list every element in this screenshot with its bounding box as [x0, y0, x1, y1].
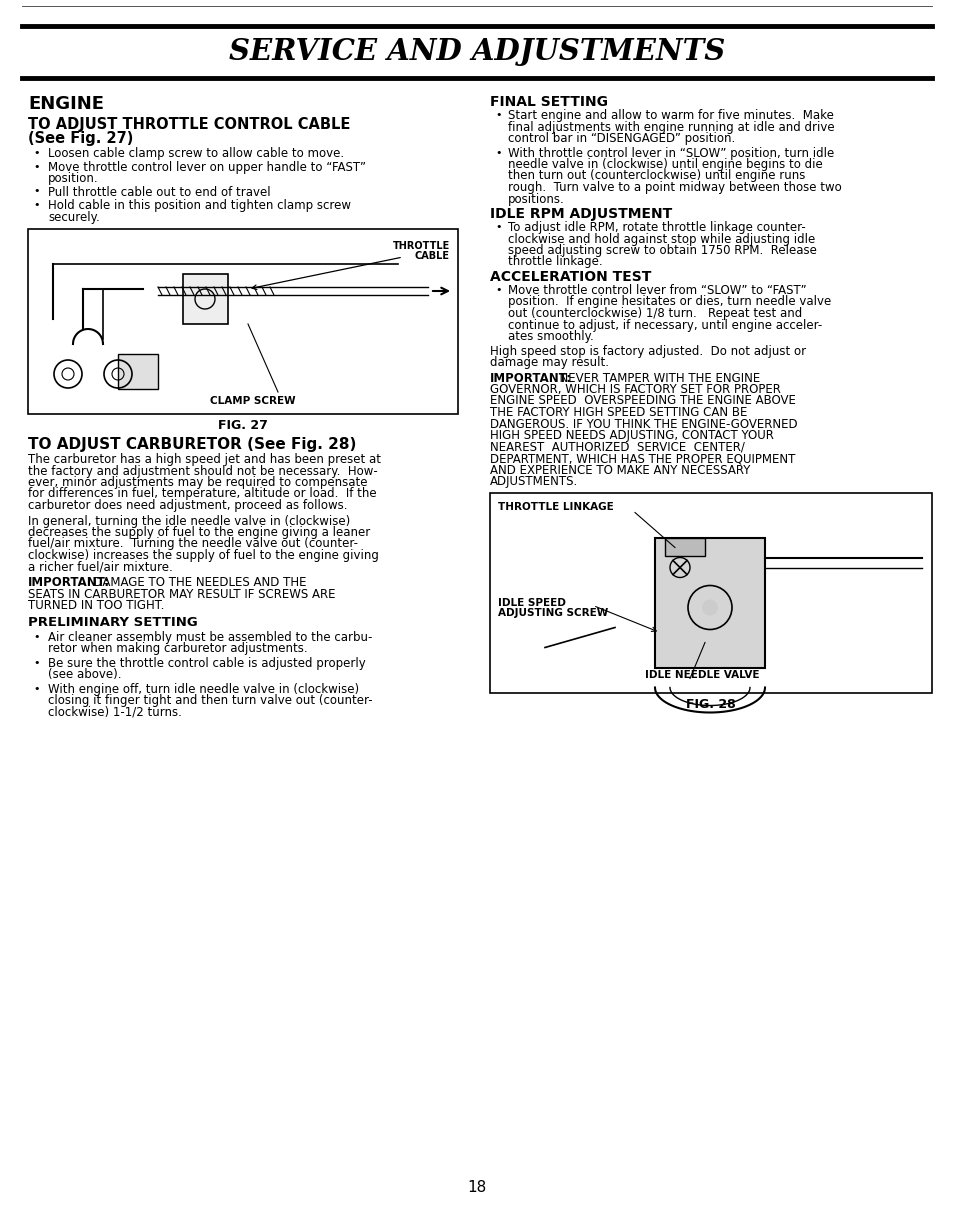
Text: HIGH SPEED NEEDS ADJUSTING, CONTACT YOUR: HIGH SPEED NEEDS ADJUSTING, CONTACT YOUR	[490, 429, 773, 442]
Text: position.: position.	[48, 173, 98, 185]
Text: out (counterclockwise) 1/8 turn.   Repeat test and: out (counterclockwise) 1/8 turn. Repeat …	[507, 307, 801, 320]
Text: THROTTLE: THROTTLE	[393, 241, 450, 252]
Text: position.  If engine hesitates or dies, turn needle valve: position. If engine hesitates or dies, t…	[507, 295, 830, 309]
Text: Hold cable in this position and tighten clamp screw: Hold cable in this position and tighten …	[48, 199, 351, 211]
Text: clockwise and hold against stop while adjusting idle: clockwise and hold against stop while ad…	[507, 232, 815, 245]
Text: ENGINE: ENGINE	[28, 95, 104, 113]
Text: Loosen cable clamp screw to allow cable to move.: Loosen cable clamp screw to allow cable …	[48, 147, 344, 160]
Text: •: •	[33, 657, 39, 667]
Text: NEVER TAMPER WITH THE ENGINE: NEVER TAMPER WITH THE ENGINE	[552, 372, 760, 384]
Text: CLAMP SCREW: CLAMP SCREW	[210, 396, 295, 406]
Bar	[490, 492, 931, 693]
Text: IMPORTANT:: IMPORTANT:	[28, 576, 110, 589]
Text: With engine off, turn idle needle valve in (clockwise): With engine off, turn idle needle valve …	[48, 683, 358, 695]
Text: decreases the supply of fuel to the engine giving a leaner: decreases the supply of fuel to the engi…	[28, 526, 370, 539]
Text: With throttle control lever in “SLOW” position, turn idle: With throttle control lever in “SLOW” po…	[507, 147, 833, 159]
Text: NEAREST  AUTHORIZED  SERVICE  CENTER/: NEAREST AUTHORIZED SERVICE CENTER/	[490, 441, 744, 453]
Text: ates smoothly.: ates smoothly.	[507, 330, 593, 343]
Text: ACCELERATION TEST: ACCELERATION TEST	[490, 270, 651, 284]
Text: final adjustments with engine running at idle and drive: final adjustments with engine running at…	[507, 120, 834, 134]
Text: •: •	[33, 186, 39, 197]
Text: (see above).: (see above).	[48, 668, 121, 680]
Text: rough.  Turn valve to a point midway between those two: rough. Turn valve to a point midway betw…	[507, 181, 841, 194]
Text: throttle linkage.: throttle linkage.	[507, 255, 602, 269]
Text: High speed stop is factory adjusted.  Do not adjust or: High speed stop is factory adjusted. Do …	[490, 345, 805, 357]
Text: clockwise) increases the supply of fuel to the engine giving: clockwise) increases the supply of fuel …	[28, 549, 378, 563]
Text: for differences in fuel, temperature, altitude or load.  If the: for differences in fuel, temperature, al…	[28, 487, 376, 501]
Text: •: •	[33, 684, 39, 694]
Text: speed adjusting screw to obtain 1750 RPM.  Release: speed adjusting screw to obtain 1750 RPM…	[507, 244, 816, 258]
Text: carburetor does need adjustment, proceed as follows.: carburetor does need adjustment, proceed…	[28, 499, 347, 512]
Text: THE FACTORY HIGH SPEED SETTING CAN BE: THE FACTORY HIGH SPEED SETTING CAN BE	[490, 406, 746, 419]
Text: ENGINE SPEED  OVERSPEEDING THE ENGINE ABOVE: ENGINE SPEED OVERSPEEDING THE ENGINE ABO…	[490, 395, 795, 407]
Text: CABLE: CABLE	[415, 252, 450, 261]
Text: TURNED IN TOO TIGHT.: TURNED IN TOO TIGHT.	[28, 599, 164, 612]
Text: ADJUSTMENTS.: ADJUSTMENTS.	[490, 475, 578, 488]
Text: ADJUSTING SCREW: ADJUSTING SCREW	[497, 609, 608, 618]
Circle shape	[701, 599, 718, 616]
Text: a richer fuel/air mixture.: a richer fuel/air mixture.	[28, 560, 172, 573]
Text: DEPARTMENT, WHICH HAS THE PROPER EQUIPMENT: DEPARTMENT, WHICH HAS THE PROPER EQUIPME…	[490, 452, 795, 465]
Bar	[183, 275, 228, 324]
Text: 18: 18	[467, 1180, 486, 1196]
Text: •: •	[495, 286, 501, 295]
Text: Pull throttle cable out to end of travel: Pull throttle cable out to end of travel	[48, 186, 271, 198]
Text: continue to adjust, if necessary, until engine acceler-: continue to adjust, if necessary, until …	[507, 318, 821, 332]
Text: Be sure the throttle control cable is adjusted properly: Be sure the throttle control cable is ad…	[48, 656, 365, 669]
Text: Move throttle control lever from “SLOW” to “FAST”: Move throttle control lever from “SLOW” …	[507, 284, 806, 296]
Text: clockwise) 1-1/2 turns.: clockwise) 1-1/2 turns.	[48, 706, 182, 718]
Text: positions.: positions.	[507, 192, 564, 205]
Text: •: •	[33, 632, 39, 642]
Text: •: •	[33, 200, 39, 210]
Bar	[664, 537, 704, 555]
Text: THROTTLE LINKAGE: THROTTLE LINKAGE	[497, 503, 613, 513]
Text: FIG. 27: FIG. 27	[218, 419, 268, 433]
Text: TO ADJUST THROTTLE CONTROL CABLE: TO ADJUST THROTTLE CONTROL CABLE	[28, 117, 350, 132]
Text: retor when making carburetor adjustments.: retor when making carburetor adjustments…	[48, 642, 307, 655]
Text: The carburetor has a high speed jet and has been preset at: The carburetor has a high speed jet and …	[28, 453, 380, 467]
Text: SEATS IN CARBURETOR MAY RESULT IF SCREWS ARE: SEATS IN CARBURETOR MAY RESULT IF SCREWS…	[28, 588, 335, 600]
Text: DAMAGE TO THE NEEDLES AND THE: DAMAGE TO THE NEEDLES AND THE	[86, 576, 306, 589]
Text: IMPORTANT:: IMPORTANT:	[490, 372, 572, 384]
Text: Move throttle control lever on upper handle to “FAST”: Move throttle control lever on upper han…	[48, 160, 366, 174]
Text: ever, minor adjustments may be required to compensate: ever, minor adjustments may be required …	[28, 476, 367, 488]
Text: the factory and adjustment should not be necessary.  How-: the factory and adjustment should not be…	[28, 464, 377, 477]
Text: To adjust idle RPM, rotate throttle linkage counter-: To adjust idle RPM, rotate throttle link…	[507, 221, 805, 234]
Text: SERVICE AND ADJUSTMENTS: SERVICE AND ADJUSTMENTS	[229, 38, 724, 67]
Text: IDLE RPM ADJUSTMENT: IDLE RPM ADJUSTMENT	[490, 207, 672, 221]
Text: •: •	[495, 111, 501, 120]
Text: FIG. 28: FIG. 28	[685, 697, 735, 711]
Text: •: •	[495, 222, 501, 232]
Bar	[28, 228, 457, 414]
Bar	[655, 537, 764, 667]
Text: closing it finger tight and then turn valve out (counter-: closing it finger tight and then turn va…	[48, 694, 373, 707]
Text: •: •	[495, 147, 501, 158]
Text: control bar in “DISENGAGED” position.: control bar in “DISENGAGED” position.	[507, 132, 735, 145]
Text: then turn out (counterclockwise) until engine runs: then turn out (counterclockwise) until e…	[507, 170, 804, 182]
Text: FINAL SETTING: FINAL SETTING	[490, 95, 607, 109]
Text: securely.: securely.	[48, 210, 100, 224]
Text: (See Fig. 27): (See Fig. 27)	[28, 131, 133, 146]
Text: GOVERNOR, WHICH IS FACTORY SET FOR PROPER: GOVERNOR, WHICH IS FACTORY SET FOR PROPE…	[490, 383, 781, 396]
Bar	[118, 354, 158, 389]
Text: Air cleaner assembly must be assembled to the carbu-: Air cleaner assembly must be assembled t…	[48, 631, 372, 644]
Text: Start engine and allow to warm for five minutes.  Make: Start engine and allow to warm for five …	[507, 109, 833, 122]
Text: TO ADJUST CARBURETOR (See Fig. 28): TO ADJUST CARBURETOR (See Fig. 28)	[28, 437, 356, 452]
Text: DANGEROUS. IF YOU THINK THE ENGINE-GOVERNED: DANGEROUS. IF YOU THINK THE ENGINE-GOVER…	[490, 418, 797, 430]
Text: fuel/air mixture.  Turning the needle valve out (counter-: fuel/air mixture. Turning the needle val…	[28, 537, 357, 550]
Text: In general, turning the idle needle valve in (clockwise): In general, turning the idle needle valv…	[28, 514, 350, 527]
Text: needle valve in (clockwise) until engine begins to die: needle valve in (clockwise) until engine…	[507, 158, 821, 171]
Text: AND EXPERIENCE TO MAKE ANY NECESSARY: AND EXPERIENCE TO MAKE ANY NECESSARY	[490, 463, 750, 476]
Text: IDLE NEEDLE VALVE: IDLE NEEDLE VALVE	[644, 671, 759, 680]
Text: •: •	[33, 162, 39, 171]
Text: PRELIMINARY SETTING: PRELIMINARY SETTING	[28, 616, 197, 628]
Text: •: •	[33, 148, 39, 158]
Text: damage may result.: damage may result.	[490, 356, 608, 369]
Text: IDLE SPEED: IDLE SPEED	[497, 598, 565, 608]
